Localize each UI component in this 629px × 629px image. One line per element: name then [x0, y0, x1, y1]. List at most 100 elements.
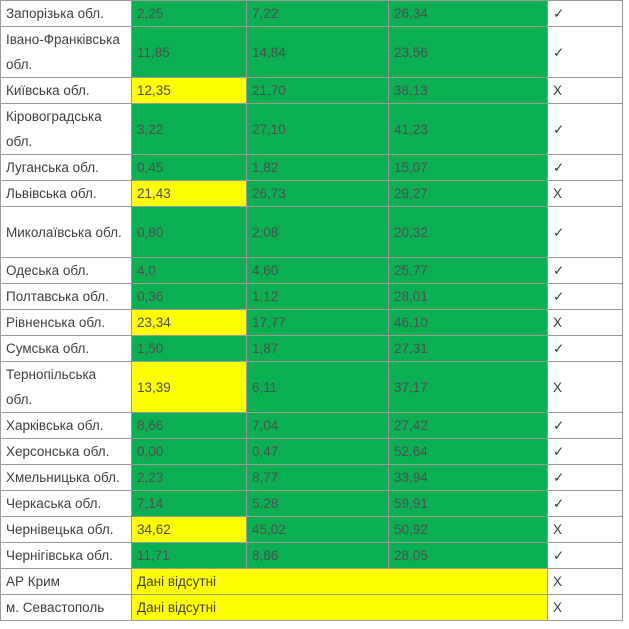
value-cell-2: 1,87 [246, 335, 389, 362]
value-cell-3: 59,91 [388, 490, 548, 517]
no-data-cell: Дані відсутні [131, 594, 548, 621]
region-name-cell: м. Севастополь [0, 594, 132, 621]
check-icon: ✓ [547, 0, 623, 27]
table-row: Тернопільська обл. 13,39 6,11 37,17 Х [0, 361, 623, 413]
value-cell-1: 2,23 [131, 464, 247, 491]
check-icon: ✓ [547, 412, 623, 439]
region-name-cell: Миколаївська обл. [0, 206, 132, 258]
check-icon: ✓ [547, 154, 623, 181]
check-icon: ✓ [547, 257, 623, 284]
value-cell-1: 0,80 [131, 206, 247, 258]
value-cell-3: 50,92 [388, 516, 548, 543]
value-cell-1: 2,25 [131, 0, 247, 27]
region-name-cell: Чернігівська обл. [0, 542, 132, 569]
table-row: Харківська обл. 8,66 7,04 27,42 ✓ [0, 412, 623, 439]
table-row: Миколаївська обл. 0,80 2,08 20,32 ✓ [0, 206, 623, 258]
table-row: Полтавська обл. 0,36 1,12 28,01 ✓ [0, 283, 623, 310]
check-icon: ✓ [547, 542, 623, 569]
cross-icon: Х [547, 180, 623, 207]
value-cell-3: 37,17 [388, 361, 548, 413]
value-cell-1: 1,50 [131, 335, 247, 362]
value-cell-3: 28,01 [388, 283, 548, 310]
value-cell-1: 7,14 [131, 490, 247, 517]
cross-icon: Х [547, 568, 623, 595]
value-cell-1: 3,22 [131, 103, 247, 155]
region-statistics-table: Запорізька обл. 2,25 7,22 26,34 ✓ Івано-Франк… [0, 0, 623, 621]
region-name-cell: Чернівецька обл. [0, 516, 132, 543]
value-cell-2: 5,28 [246, 490, 389, 517]
value-cell-3: 23,56 [388, 26, 548, 78]
table-row: Луганська обл. 0,45 1,82 15,07 ✓ [0, 154, 623, 181]
value-cell-1: 34,62 [131, 516, 247, 543]
table-row: м. Севастополь Дані відсутні Х [0, 594, 623, 621]
check-icon: ✓ [547, 26, 623, 78]
value-cell-1: 8,66 [131, 412, 247, 439]
value-cell-2: 27,10 [246, 103, 389, 155]
table-row: Львівська обл. 21,43 26,73 29,27 Х [0, 180, 623, 207]
table-row: Херсонська обл. 0,00 0,47 52,64 ✓ [0, 438, 623, 465]
check-icon: ✓ [547, 206, 623, 258]
region-name-cell: Полтавська обл. [0, 283, 132, 310]
check-icon: ✓ [547, 103, 623, 155]
check-icon: ✓ [547, 464, 623, 491]
region-name-cell: Луганська обл. [0, 154, 132, 181]
check-icon: ✓ [547, 490, 623, 517]
table-row: Івано-Франківська обл. 11,85 14,84 23,56 ✓ [0, 26, 623, 78]
table-row: Черкаська обл. 7,14 5,28 59,91 ✓ [0, 490, 623, 517]
value-cell-1: 0,45 [131, 154, 247, 181]
region-name-cell: Черкаська обл. [0, 490, 132, 517]
region-name-cell: Хмельницька обл. [0, 464, 132, 491]
table-row: Чернігівська обл. 11,71 8,86 28,05 ✓ [0, 542, 623, 569]
value-cell-2: 8,86 [246, 542, 389, 569]
value-cell-3: 41,23 [388, 103, 548, 155]
region-name-cell: Запорізька обл. [0, 0, 132, 27]
region-name-cell: Львівська обл. [0, 180, 132, 207]
value-cell-2: 7,22 [246, 0, 389, 27]
cross-icon: Х [547, 77, 623, 104]
region-name-cell: Івано-Франківська обл. [0, 26, 132, 78]
region-name-cell: Рівненська обл. [0, 309, 132, 336]
cross-icon: Х [547, 361, 623, 413]
check-icon: ✓ [547, 438, 623, 465]
check-icon: ✓ [547, 283, 623, 310]
table-row: Хмельницька обл. 2,23 8,77 33,94 ✓ [0, 464, 623, 491]
region-name-cell: Сумська обл. [0, 335, 132, 362]
value-cell-3: 38,13 [388, 77, 548, 104]
value-cell-2: 7,04 [246, 412, 389, 439]
region-name-cell: Київська обл. [0, 77, 132, 104]
table-body: Запорізька обл. 2,25 7,22 26,34 ✓ Івано-Франк… [0, 0, 623, 621]
value-cell-3: 33,94 [388, 464, 548, 491]
table-row: Чернівецька обл. 34,62 45,02 50,92 Х [0, 516, 623, 543]
value-cell-2: 21,70 [246, 77, 389, 104]
value-cell-2: 8,77 [246, 464, 389, 491]
value-cell-1: 11,71 [131, 542, 247, 569]
value-cell-3: 20,32 [388, 206, 548, 258]
value-cell-2: 1,12 [246, 283, 389, 310]
value-cell-3: 52,64 [388, 438, 548, 465]
no-data-cell: Дані відсутні [131, 568, 548, 595]
table-row: АР Крим Дані відсутні Х [0, 568, 623, 595]
table-row: Київська обл. 12,35 21,70 38,13 Х [0, 77, 623, 104]
value-cell-1: 21,43 [131, 180, 247, 207]
region-name-cell: Тернопільська обл. [0, 361, 132, 413]
value-cell-3: 26,34 [388, 0, 548, 27]
value-cell-2: 2,08 [246, 206, 389, 258]
value-cell-2: 0,47 [246, 438, 389, 465]
cross-icon: Х [547, 309, 623, 336]
value-cell-2: 45,02 [246, 516, 389, 543]
value-cell-3: 25,77 [388, 257, 548, 284]
value-cell-1: 12,35 [131, 77, 247, 104]
region-name-cell: АР Крим [0, 568, 132, 595]
value-cell-3: 27,42 [388, 412, 548, 439]
value-cell-2: 26,73 [246, 180, 389, 207]
region-name-cell: Кіровоградська обл. [0, 103, 132, 155]
region-name-cell: Херсонська обл. [0, 438, 132, 465]
table-row: Кіровоградська обл. 3,22 27,10 41,23 ✓ [0, 103, 623, 155]
value-cell-3: 29,27 [388, 180, 548, 207]
value-cell-3: 46,10 [388, 309, 548, 336]
table-row: Сумська обл. 1,50 1,87 27,31 ✓ [0, 335, 623, 362]
table-row: Рівненська обл. 23,34 17,77 46,10 Х [0, 309, 623, 336]
value-cell-3: 28,05 [388, 542, 548, 569]
region-name-cell: Одеська обл. [0, 257, 132, 284]
value-cell-3: 15,07 [388, 154, 548, 181]
